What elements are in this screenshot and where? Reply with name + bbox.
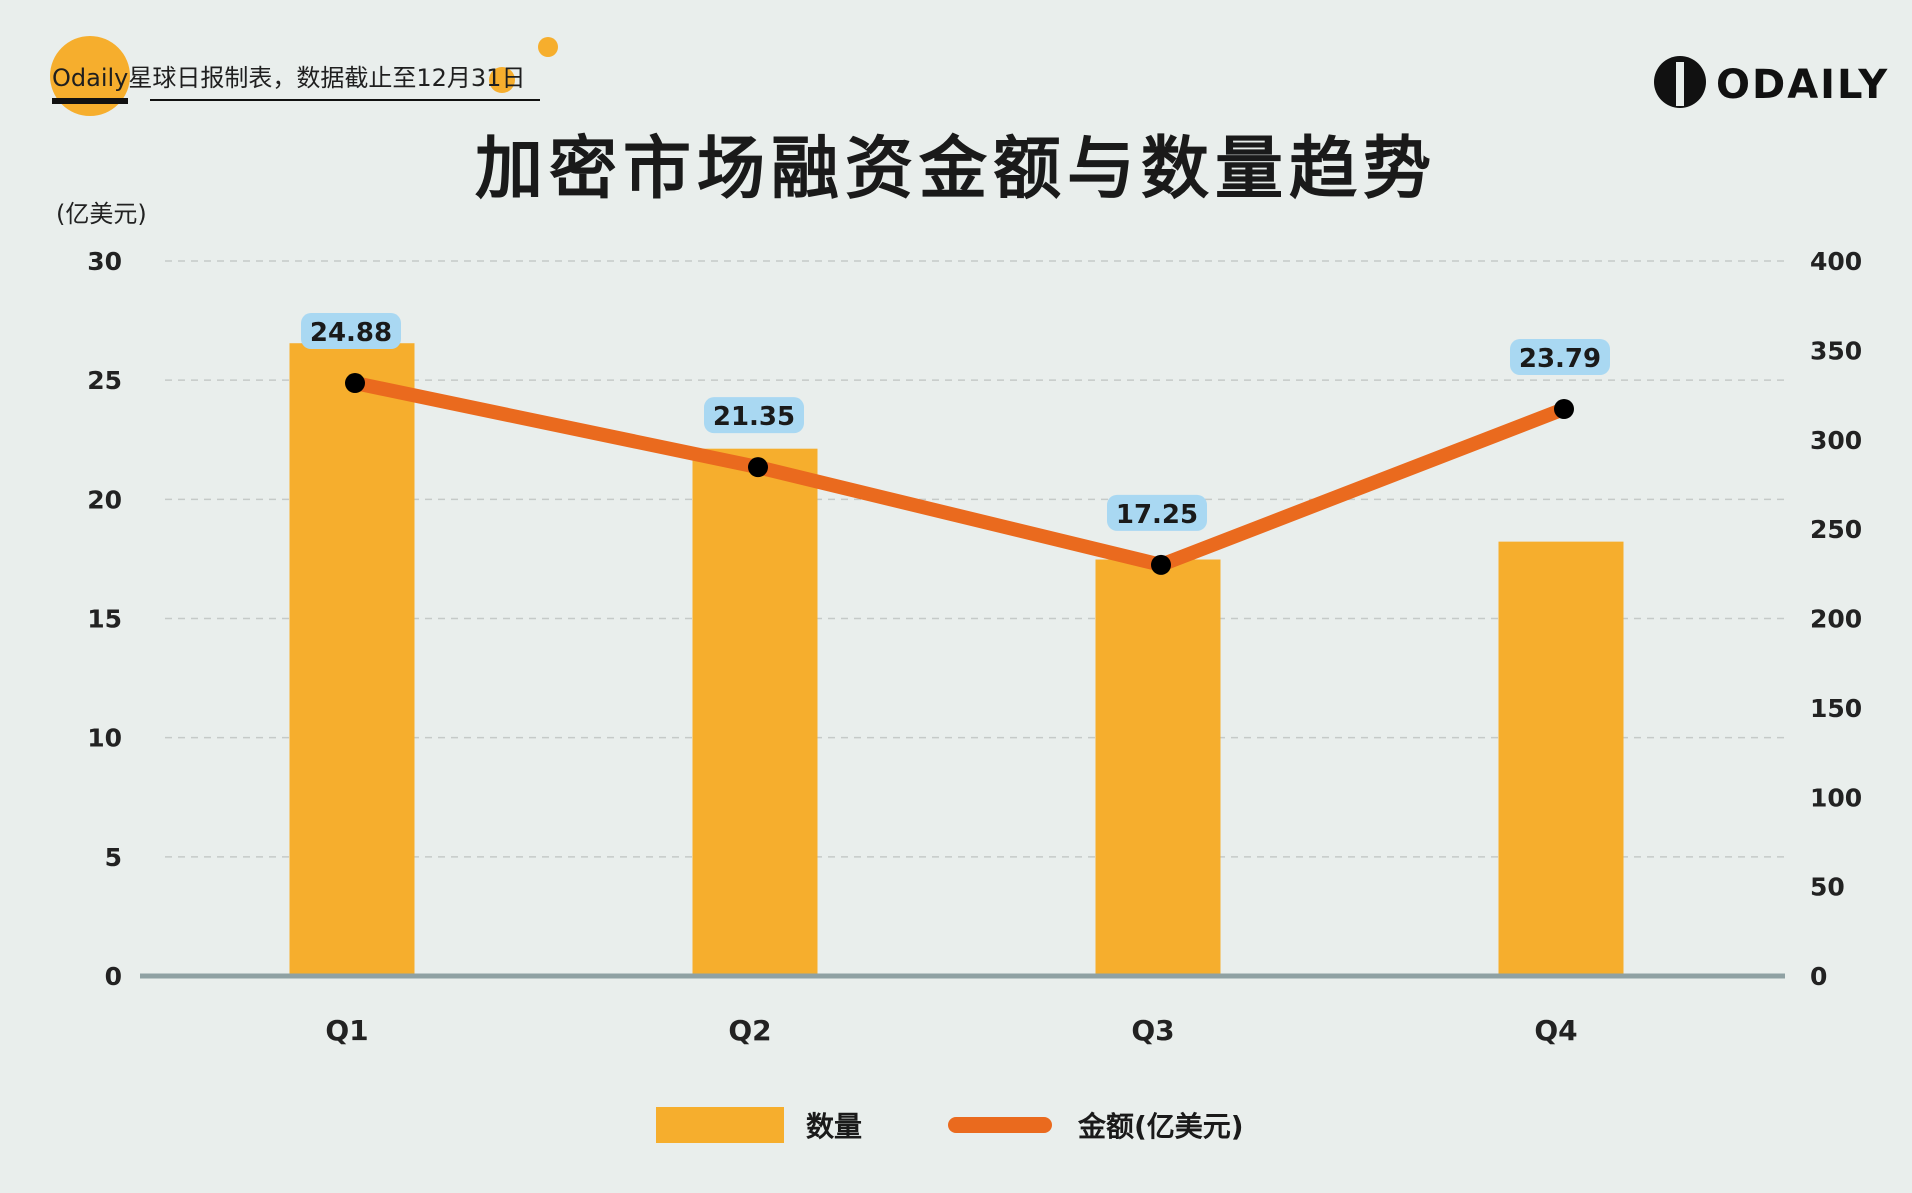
decor-circle-large bbox=[50, 36, 130, 116]
left-tick-label: 10 bbox=[87, 724, 122, 753]
left-tick-label: 30 bbox=[87, 247, 122, 276]
y-axis-unit-label: (亿美元) bbox=[56, 200, 147, 228]
data-label: 17.25 bbox=[1116, 500, 1198, 530]
right-tick-label: 200 bbox=[1810, 605, 1862, 634]
point-q2 bbox=[748, 457, 768, 478]
left-tick-label: 5 bbox=[105, 843, 122, 872]
data-label-bg bbox=[1107, 494, 1207, 531]
legend-label-amount: 金额(亿美元) bbox=[1077, 1110, 1244, 1143]
chart-title: 加密市场融资金额与数量趋势 bbox=[475, 130, 1437, 209]
source-underline bbox=[150, 99, 540, 101]
decor-circle-mid bbox=[489, 67, 515, 93]
data-label-bg bbox=[301, 313, 401, 350]
left-axis-ticks: 0 5 10 15 20 25 30 bbox=[87, 247, 122, 991]
right-axis-ticks: 0 50 100 150 200 250 300 350 400 bbox=[1810, 247, 1862, 991]
odaily-logo: ODAILY bbox=[1654, 56, 1889, 108]
x-tick-label: Q4 bbox=[1534, 1014, 1577, 1047]
decor-circle-small bbox=[538, 37, 558, 57]
legend-swatch-bar bbox=[656, 1107, 784, 1143]
legend-label-count: 数量 bbox=[806, 1110, 862, 1143]
bar-q1 bbox=[289, 343, 415, 977]
left-tick-label: 20 bbox=[87, 485, 122, 514]
left-tick-label: 25 bbox=[87, 366, 122, 395]
data-label: 24.88 bbox=[310, 318, 392, 348]
source-note: Odaily星球日报制表，数据截止至12月31日 bbox=[52, 64, 525, 92]
point-q3 bbox=[1151, 554, 1171, 575]
grid-lines bbox=[165, 260, 1785, 858]
line-series bbox=[345, 373, 1574, 575]
data-label: 23.79 bbox=[1519, 344, 1601, 374]
source-underline-bold bbox=[52, 98, 128, 104]
right-tick-label: 150 bbox=[1810, 694, 1862, 723]
point-q1 bbox=[345, 373, 365, 394]
right-tick-label: 50 bbox=[1810, 873, 1845, 902]
x-tick-label: Q3 bbox=[1131, 1014, 1174, 1047]
data-labels: 24.88 21.35 17.25 23.79 bbox=[301, 313, 1610, 531]
bar-series bbox=[289, 343, 1624, 977]
bar-q2 bbox=[692, 448, 818, 976]
right-tick-label: 400 bbox=[1810, 247, 1862, 276]
point-q4 bbox=[1554, 399, 1574, 420]
right-tick-label: 350 bbox=[1810, 336, 1862, 365]
right-tick-label: 300 bbox=[1810, 426, 1862, 455]
right-tick-label: 100 bbox=[1810, 783, 1862, 812]
right-tick-label: 0 bbox=[1810, 962, 1827, 991]
x-axis-ticks: Q1 Q2 Q3 Q4 bbox=[325, 1014, 1577, 1047]
x-tick-label: Q2 bbox=[728, 1014, 771, 1047]
right-tick-label: 250 bbox=[1810, 515, 1862, 544]
legend: 数量 金额(亿美元) bbox=[656, 1107, 1244, 1143]
bar-q3 bbox=[1095, 559, 1221, 976]
brand-name: ODAILY bbox=[1716, 62, 1889, 108]
data-label: 21.35 bbox=[713, 402, 795, 432]
data-label-bg bbox=[1510, 339, 1610, 376]
data-label-bg bbox=[704, 397, 804, 434]
left-tick-label: 0 bbox=[105, 962, 122, 991]
bar-q4 bbox=[1498, 541, 1624, 976]
x-tick-label: Q1 bbox=[325, 1014, 368, 1047]
left-tick-label: 15 bbox=[87, 605, 122, 634]
amount-line bbox=[348, 376, 1571, 572]
